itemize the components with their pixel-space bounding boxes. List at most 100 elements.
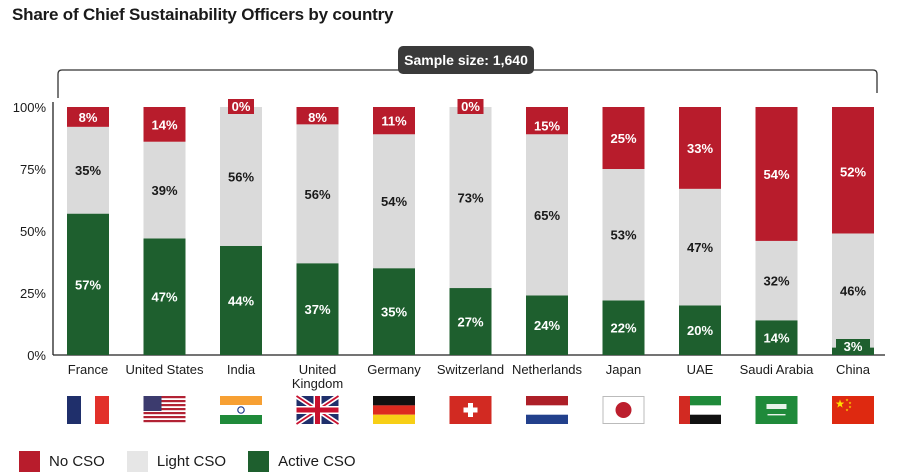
- chart-title: Share of Chief Sustainability Officers b…: [12, 5, 394, 24]
- flag-stripe: [143, 420, 186, 423]
- flag-stripe: [143, 416, 186, 419]
- bar-segment-no-cso: [296, 107, 339, 125]
- data-label-active-cso: 44%: [228, 293, 254, 308]
- x-tick-label: UAE: [687, 362, 714, 377]
- bar-segment-no-cso: [755, 107, 798, 241]
- flag-switzerland-icon: [449, 396, 492, 424]
- bar-segment-active-cso: [67, 213, 109, 355]
- legend-item-no-cso: No CSO: [19, 450, 105, 472]
- data-label-bg: [228, 99, 254, 114]
- data-label-active-cso: 47%: [151, 290, 177, 305]
- flag-china-icon: [832, 396, 874, 424]
- bar-segment-light-cso: [296, 124, 339, 264]
- y-tick-label: 25%: [20, 286, 46, 301]
- bar-stack: 24% 65% 15%: [526, 107, 568, 355]
- x-tick-label: Netherlands: [512, 362, 583, 377]
- bar-stack: 44% 56% 0%: [220, 99, 262, 355]
- flag-star: [835, 399, 845, 408]
- data-label-active-cso: 37%: [304, 302, 330, 317]
- data-label-light-cso: 46%: [840, 284, 866, 299]
- flag-star: [845, 408, 849, 412]
- legend-label: Light CSO: [156, 452, 227, 470]
- legend-item-light-cso: Light CSO: [126, 450, 227, 472]
- data-label-light-cso: 39%: [151, 183, 177, 198]
- data-label-no-cso: 0%: [232, 99, 251, 114]
- x-tick-label: France: [68, 362, 108, 377]
- y-tick-label: 0%: [27, 348, 46, 363]
- data-label-light-cso: 56%: [228, 169, 254, 184]
- flag-france-icon: [67, 396, 109, 424]
- flag-star: [845, 398, 849, 402]
- bar-stack: 27% 73% 0%: [449, 99, 492, 355]
- x-tick-label: Switzerland: [437, 362, 504, 377]
- data-label-no-cso: 0%: [461, 99, 480, 114]
- y-tick-label: 50%: [20, 224, 46, 239]
- data-label-light-cso: 56%: [304, 187, 330, 202]
- flags-row: [67, 393, 874, 427]
- bar-segment-light-cso: [143, 141, 186, 239]
- sample-bracket: [57, 69, 878, 98]
- flag-cross: [296, 407, 339, 413]
- data-label-light-cso: 65%: [534, 208, 560, 223]
- bar-segment-light-cso: [449, 107, 492, 289]
- bar-segment-light-cso: [602, 169, 645, 301]
- flag-stripe: [373, 396, 415, 406]
- x-tick-label: Kingdom: [292, 376, 343, 391]
- flag-stripe: [526, 414, 568, 424]
- bar-segment-light-cso: [832, 233, 874, 348]
- x-tick-label: United: [299, 362, 337, 377]
- data-label-active-cso: 3%: [844, 339, 863, 354]
- flag-netherlands-icon: [526, 396, 568, 424]
- flag-stripe: [143, 408, 186, 411]
- data-label-light-cso: 35%: [75, 163, 101, 178]
- flag-stripe: [143, 396, 186, 399]
- bar-segment-active-cso: [449, 288, 492, 355]
- bar-segment-no-cso: [67, 107, 109, 127]
- flag-stripe: [143, 412, 186, 415]
- bar-stack: 35% 54% 11%: [373, 107, 415, 355]
- flag-stripe: [81, 396, 95, 424]
- y-tick-label: 100%: [13, 100, 47, 115]
- bar-segment-active-cso: [373, 268, 415, 355]
- bar-stack: 14% 32% 54%: [755, 107, 798, 355]
- flag-saudi-arabia-icon: [755, 396, 798, 424]
- bar-segment-no-cso: [373, 107, 415, 135]
- flag-uk-icon: [295, 393, 340, 427]
- bar-segment-no-cso: [602, 107, 645, 169]
- data-label-no-cso: 52%: [840, 164, 866, 179]
- x-tick-label: Saudi Arabia: [740, 362, 814, 377]
- x-tick-label: India: [227, 362, 256, 377]
- x-tick-label: China: [836, 362, 871, 377]
- data-label-no-cso: 25%: [610, 131, 636, 146]
- data-label-no-cso: 8%: [79, 110, 98, 125]
- flag-canton: [143, 396, 162, 411]
- flag-usa-icon: [143, 396, 186, 423]
- x-tick-label: Japan: [606, 362, 641, 377]
- data-label-bg: [836, 339, 870, 354]
- data-label-active-cso: 27%: [457, 315, 483, 330]
- legend-swatch-active-cso: [248, 450, 270, 472]
- bar-segment-light-cso: [755, 240, 798, 321]
- data-label-bg: [457, 99, 484, 114]
- bar-stack: 57% 35% 8%: [67, 107, 109, 355]
- bar-stack: 20% 47% 33%: [679, 107, 721, 355]
- data-label-no-cso: 54%: [763, 167, 789, 182]
- flag-stripe: [220, 396, 262, 405]
- flag-disc: [615, 402, 632, 418]
- bar-segment-light-cso: [373, 134, 415, 269]
- data-label-light-cso: 47%: [687, 240, 713, 255]
- legend-swatch-light-cso: [126, 450, 148, 472]
- data-label-active-cso: 24%: [534, 318, 560, 333]
- flag-star: [848, 405, 852, 409]
- bar-segment-light-cso: [220, 107, 262, 246]
- flag-stripe: [220, 415, 262, 424]
- data-label-light-cso: 32%: [763, 274, 789, 289]
- flag-stripe: [690, 414, 721, 424]
- flag-uae-icon: [679, 396, 721, 424]
- bar-segment-no-cso: [143, 107, 186, 142]
- legend-label: Active CSO: [278, 452, 356, 470]
- bar-segment-light-cso: [67, 126, 109, 214]
- legend-label: No CSO: [49, 452, 105, 470]
- data-label-no-cso: 8%: [308, 110, 327, 125]
